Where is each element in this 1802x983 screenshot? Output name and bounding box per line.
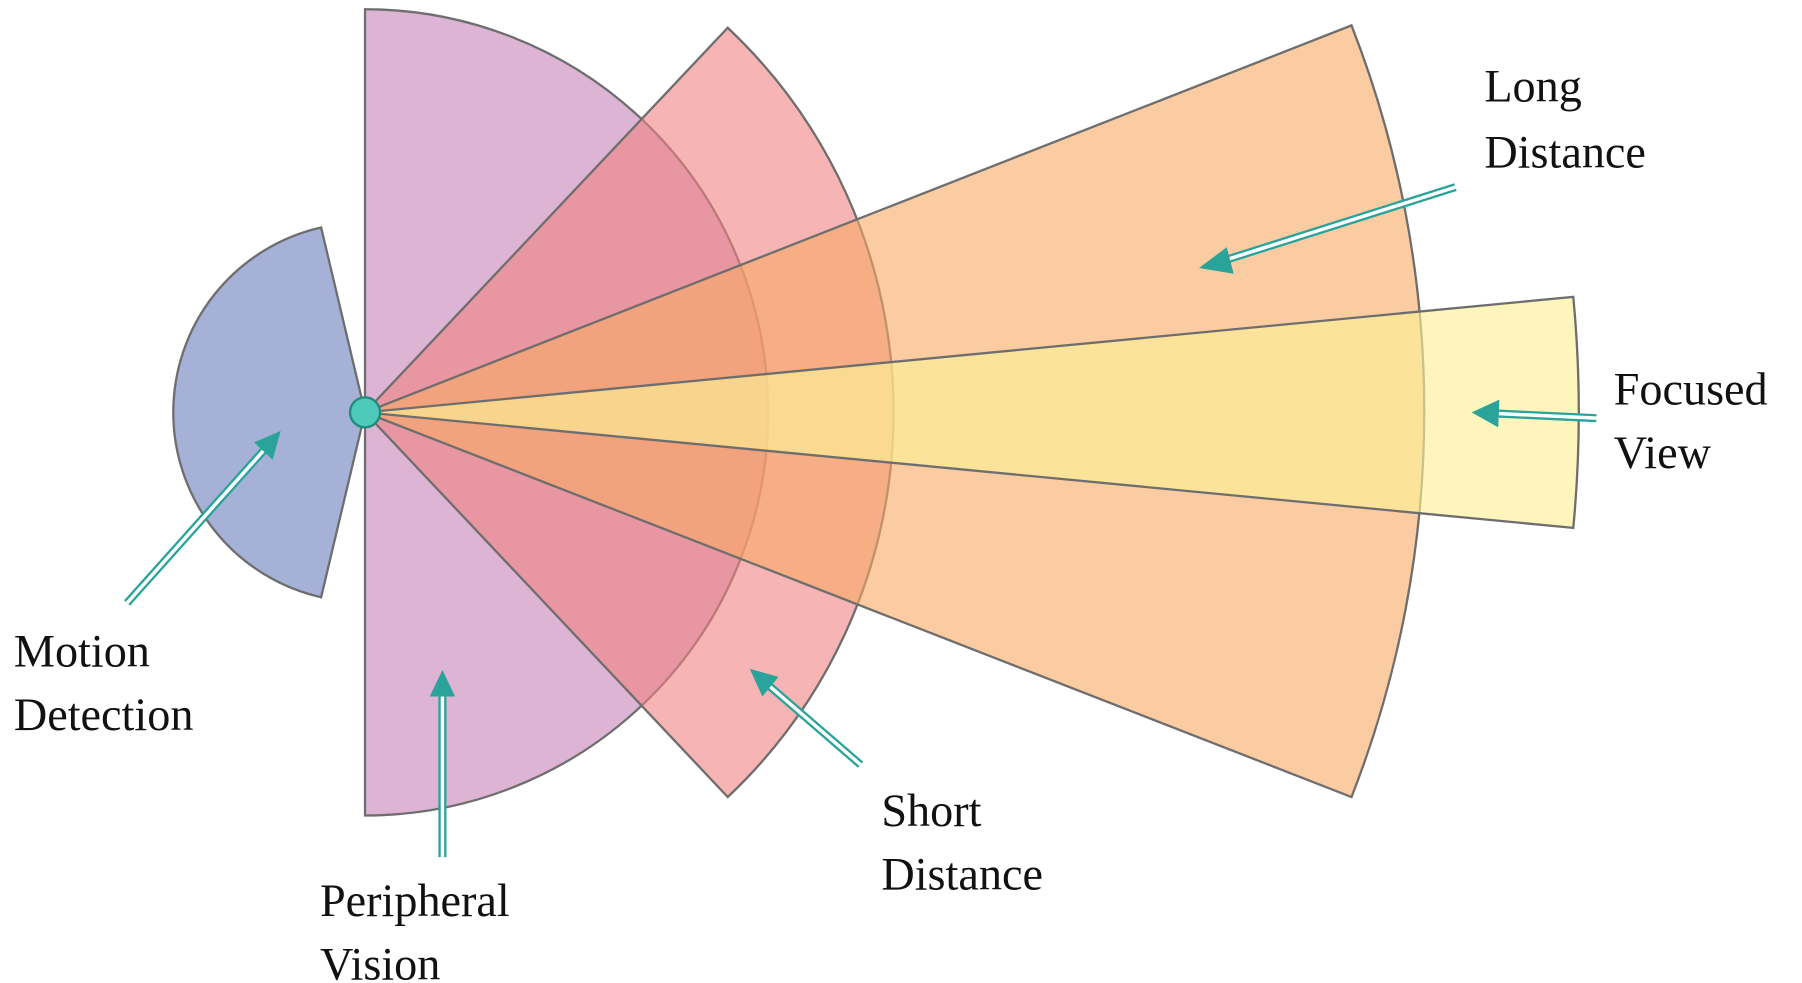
label-line: Motion: [14, 625, 150, 676]
arrow-head: [254, 430, 281, 460]
arrow-head: [749, 668, 779, 697]
focused-view-sector: [364, 295, 1580, 530]
arrow-shaft: [767, 683, 862, 766]
arrow-shaft: [1221, 185, 1456, 263]
label-line: Distance: [1484, 126, 1646, 177]
label-line: Distance: [881, 848, 1043, 899]
arrow-head: [1199, 247, 1234, 274]
label-line: Focused: [1614, 363, 1768, 414]
arrow-head: [429, 669, 456, 697]
arrow-shaft: [1496, 411, 1597, 420]
label-line: Peripheral: [320, 875, 510, 926]
arrows: [124, 183, 1597, 858]
arrow-shaft: [125, 447, 267, 605]
label-line: View: [1614, 427, 1712, 478]
label-line: Short: [881, 785, 981, 836]
label-line: Detection: [14, 689, 194, 740]
arrow-head: [1471, 399, 1500, 428]
label-line: Vision: [320, 939, 440, 983]
eye-point: [348, 396, 382, 429]
motion-detection-sector: [172, 226, 367, 599]
label-line: Long: [1484, 61, 1582, 112]
